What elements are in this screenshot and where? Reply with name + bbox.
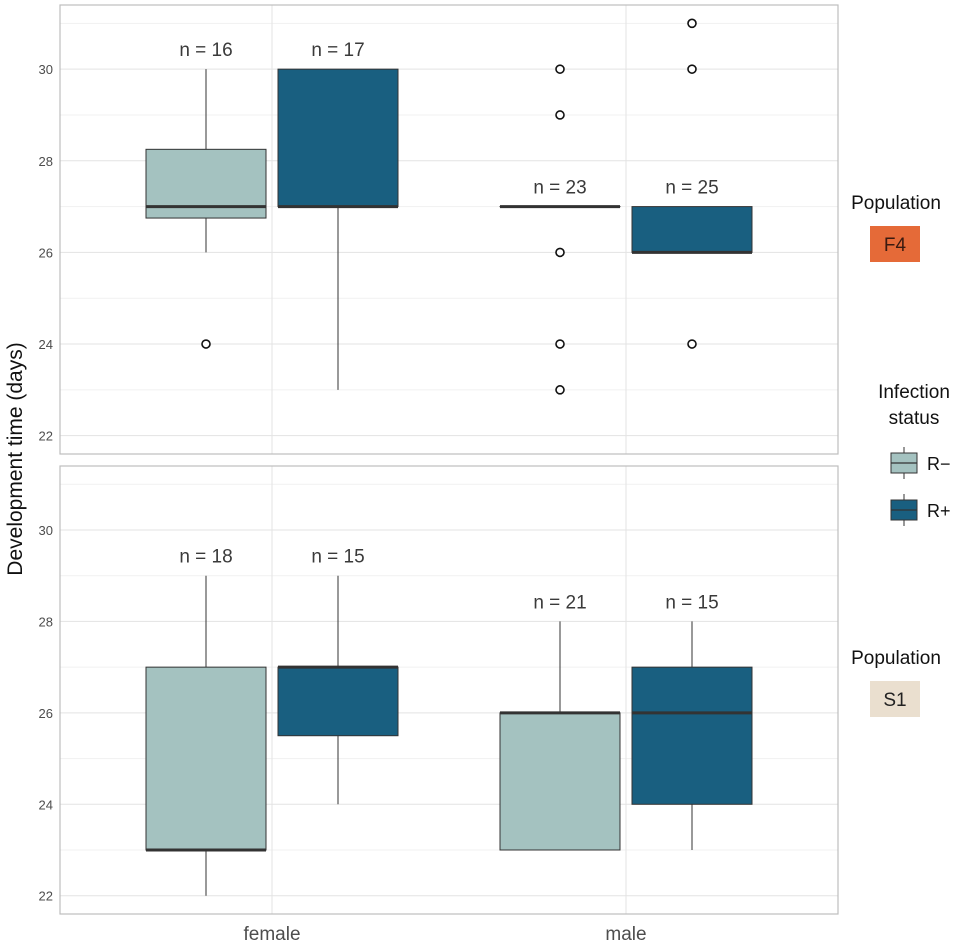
box (278, 69, 398, 206)
y-tick-label: 30 (39, 523, 53, 538)
sample-size-label: n = 15 (311, 547, 364, 568)
outlier-point (556, 65, 564, 73)
sample-size-label: n = 23 (533, 178, 586, 199)
y-tick-label: 24 (39, 337, 53, 352)
facet-label: S1 (883, 690, 906, 711)
facet-title: Population (851, 193, 941, 214)
outlier-point (556, 248, 564, 256)
outlier-point (688, 65, 696, 73)
legend-label: R+ (927, 501, 951, 521)
y-tick-label: 28 (39, 614, 53, 629)
outlier-point (202, 340, 210, 348)
sample-size-label: n = 16 (179, 40, 232, 61)
y-axis-label: Development time (days) (4, 342, 27, 575)
outlier-point (688, 19, 696, 27)
box (278, 667, 398, 736)
sample-size-label: n = 21 (533, 592, 586, 613)
y-tick-label: 30 (39, 62, 53, 77)
sample-size-label: n = 15 (665, 592, 718, 613)
outlier-point (556, 340, 564, 348)
legend-label: R− (927, 454, 951, 474)
y-tick-label: 22 (39, 429, 53, 444)
y-tick-label: 26 (39, 245, 53, 260)
facet-title: Population (851, 648, 941, 669)
legend-title: Infection (878, 382, 950, 403)
facet-label: F4 (884, 235, 907, 256)
x-tick-label: male (605, 924, 646, 945)
box (632, 667, 752, 804)
legend-title: status (889, 408, 940, 429)
sample-size-label: n = 25 (665, 178, 718, 199)
x-tick-label: female (243, 924, 300, 945)
outlier-point (688, 340, 696, 348)
y-tick-label: 22 (39, 889, 53, 904)
box (146, 667, 266, 850)
sample-size-label: n = 18 (179, 547, 232, 568)
outlier-point (556, 111, 564, 119)
box (500, 713, 620, 850)
box (632, 207, 752, 253)
outlier-point (556, 386, 564, 394)
y-tick-label: 28 (39, 154, 53, 169)
y-tick-label: 26 (39, 706, 53, 721)
y-tick-label: 24 (39, 797, 53, 812)
sample-size-label: n = 17 (311, 40, 364, 61)
